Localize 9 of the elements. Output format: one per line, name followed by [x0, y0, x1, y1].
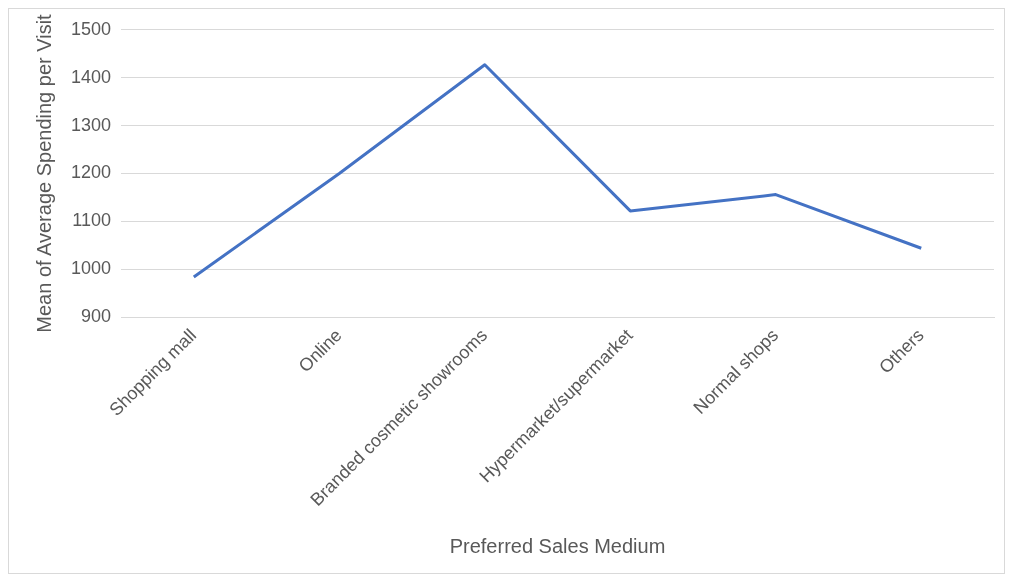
y-tick-label: 1300: [71, 114, 112, 135]
y-tick-label: 1400: [71, 66, 112, 87]
y-axis-title: Mean of Average Spending per Visit: [32, 13, 55, 333]
y-tick-label: 1000: [71, 258, 112, 279]
y-tick-label: 1500: [71, 18, 112, 39]
y-tick-label: 900: [81, 306, 112, 327]
x-axis-title: Preferred Sales Medium: [449, 534, 666, 557]
y-tick-label: 1200: [71, 162, 112, 183]
y-tick-label: 1100: [72, 210, 112, 231]
